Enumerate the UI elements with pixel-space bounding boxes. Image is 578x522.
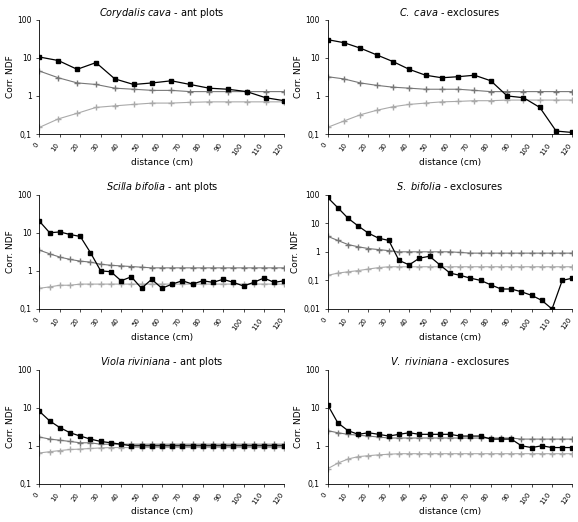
Y-axis label: Corr. NDF: Corr. NDF [6, 230, 14, 273]
X-axis label: distance (cm): distance (cm) [131, 507, 193, 516]
X-axis label: distance (cm): distance (cm) [131, 333, 193, 341]
X-axis label: distance (cm): distance (cm) [131, 158, 193, 167]
Y-axis label: Corr. NDF: Corr. NDF [294, 406, 303, 448]
Title: $\mathit{Viola\ riviniana}$ - ant plots: $\mathit{Viola\ riviniana}$ - ant plots [100, 355, 224, 370]
Y-axis label: Corr. NDF: Corr. NDF [6, 406, 14, 448]
Y-axis label: Corr. NDF: Corr. NDF [294, 55, 303, 98]
Y-axis label: Corr. NDF: Corr. NDF [6, 55, 14, 98]
Title: $\mathit{S.\ bifolia}$ - exclosures: $\mathit{S.\ bifolia}$ - exclosures [397, 181, 504, 193]
X-axis label: distance (cm): distance (cm) [419, 333, 481, 341]
X-axis label: distance (cm): distance (cm) [419, 507, 481, 516]
X-axis label: distance (cm): distance (cm) [419, 158, 481, 167]
Title: $\mathit{C.\ cava}$ - exclosures: $\mathit{C.\ cava}$ - exclosures [399, 6, 501, 18]
Title: $\mathit{Corydalis\ cava}$ - ant plots: $\mathit{Corydalis\ cava}$ - ant plots [99, 6, 225, 19]
Y-axis label: Corr. NDF: Corr. NDF [291, 230, 301, 273]
Title: $\mathit{V.\ riviniana}$ - exclosures: $\mathit{V.\ riviniana}$ - exclosures [390, 355, 510, 367]
Title: $\mathit{Scilla\ bifolia}$ - ant plots: $\mathit{Scilla\ bifolia}$ - ant plots [106, 181, 218, 195]
